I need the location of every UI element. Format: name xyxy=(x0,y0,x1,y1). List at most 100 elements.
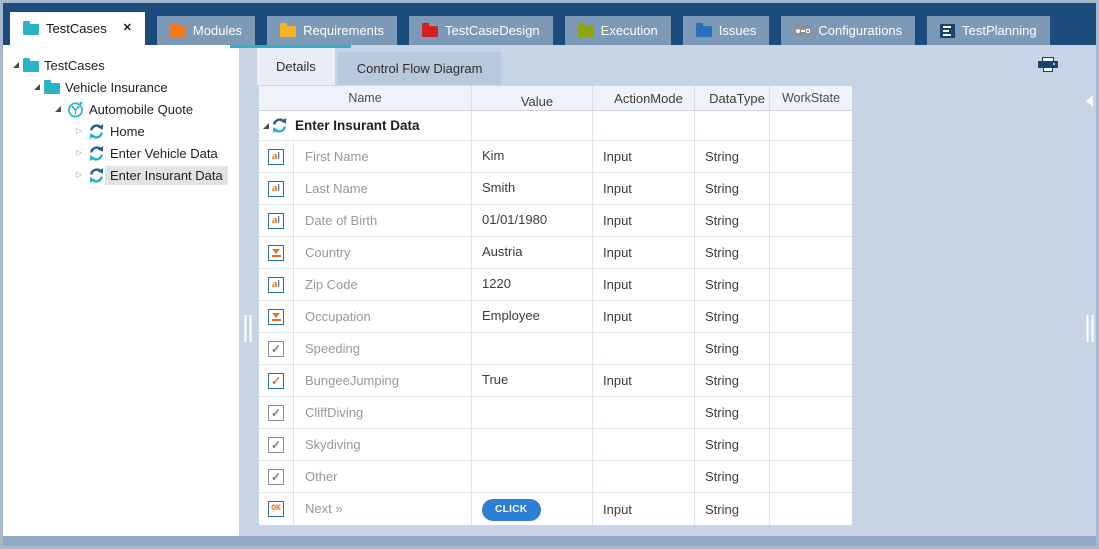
actionmode-cell[interactable]: Input xyxy=(593,269,695,300)
datatype-cell[interactable]: String xyxy=(695,461,770,492)
actionmode-cell[interactable]: Input xyxy=(593,173,695,204)
expander-expanded-icon[interactable] xyxy=(263,122,269,129)
splitter-grip-icon[interactable] xyxy=(244,315,252,342)
table-row-cliffdiving[interactable]: ✓ CliffDiving String xyxy=(259,397,852,429)
value-cell[interactable] xyxy=(472,429,593,460)
actionmode-cell[interactable] xyxy=(593,333,695,364)
click-button[interactable]: CLICK xyxy=(482,499,541,521)
expander-expanded-icon[interactable] xyxy=(34,84,40,90)
tree-item-home[interactable]: ▷ Home xyxy=(3,120,239,142)
datatype-cell[interactable]: String xyxy=(695,333,770,364)
value-cell[interactable]: 1220 xyxy=(472,269,593,300)
tab-modules[interactable]: Modules xyxy=(156,16,256,45)
workstate-cell[interactable] xyxy=(770,269,852,300)
column-header-value[interactable]: Value xyxy=(472,86,593,110)
actionmode-cell[interactable] xyxy=(593,429,695,460)
table-row-occupation[interactable]: Occupation Employee Input String xyxy=(259,301,852,333)
datatype-cell[interactable]: String xyxy=(695,141,770,172)
workstate-cell[interactable] xyxy=(770,365,852,396)
tab-testplanning[interactable]: TestPlanning xyxy=(927,16,1050,45)
left-splitter[interactable] xyxy=(239,45,257,536)
value-cell[interactable] xyxy=(472,333,593,364)
workstate-cell[interactable] xyxy=(770,141,852,172)
tab-testcases[interactable]: TestCases ✕ xyxy=(10,12,145,45)
value-cell[interactable]: Employee xyxy=(472,301,593,332)
tab-issues[interactable]: Issues xyxy=(682,16,770,45)
right-splitter[interactable] xyxy=(1084,45,1096,536)
table-row-first-name[interactable]: a I First Name Kim Input String xyxy=(259,141,852,173)
detail-tab-details[interactable]: Details xyxy=(257,48,335,85)
workstate-cell[interactable] xyxy=(770,173,852,204)
table-row-country[interactable]: Country Austria Input String xyxy=(259,237,852,269)
actionmode-cell[interactable]: Input xyxy=(593,205,695,236)
expander-collapsed-icon[interactable]: ▷ xyxy=(75,148,83,157)
expander-box[interactable]: ▷ xyxy=(72,127,86,135)
expander-box[interactable] xyxy=(30,84,44,90)
table-row-zip-code[interactable]: a I Zip Code 1220 Input String xyxy=(259,269,852,301)
table-row-last-name[interactable]: a I Last Name Smith Input String xyxy=(259,173,852,205)
close-tab-icon[interactable]: ✕ xyxy=(122,22,132,34)
collapse-panel-arrow-icon[interactable] xyxy=(1086,95,1093,107)
value-cell[interactable]: CLICK xyxy=(472,493,593,525)
value-cell[interactable]: True xyxy=(472,365,593,396)
workstate-cell[interactable] xyxy=(770,461,852,492)
table-row-other[interactable]: ✓ Other String xyxy=(259,461,852,493)
workstate-cell[interactable] xyxy=(770,205,852,236)
table-row-parent[interactable]: Enter Insurant Data xyxy=(259,111,852,141)
expander-box[interactable]: ▷ xyxy=(72,149,86,157)
datatype-cell[interactable]: String xyxy=(695,493,770,525)
splitter-grip-icon[interactable] xyxy=(1086,315,1094,342)
column-header-workstate[interactable]: WorkState xyxy=(781,91,841,105)
print-icon[interactable] xyxy=(1038,57,1058,73)
detail-tab-control-flow-diagram[interactable]: Control Flow Diagram xyxy=(337,52,502,85)
workstate-cell[interactable] xyxy=(770,301,852,332)
table-row-next-[interactable]: OK Next » CLICK Input String xyxy=(259,493,852,525)
tree-item-enter-insurant-data[interactable]: ▷ Enter Insurant Data xyxy=(3,164,239,186)
value-cell[interactable] xyxy=(472,461,593,492)
datatype-cell[interactable]: String xyxy=(695,301,770,332)
value-cell[interactable]: Austria xyxy=(472,237,593,268)
expander-box[interactable] xyxy=(9,62,23,68)
table-row-date-of-birth[interactable]: a I Date of Birth 01/01/1980 Input String xyxy=(259,205,852,237)
tree-item-testcases[interactable]: TestCases xyxy=(3,54,239,76)
actionmode-cell[interactable]: Input xyxy=(593,237,695,268)
tab-configurations[interactable]: Configurations xyxy=(781,16,916,45)
tab-testcasedesign[interactable]: TestCaseDesign xyxy=(409,16,553,45)
actionmode-cell[interactable]: Input xyxy=(593,365,695,396)
table-row-speeding[interactable]: ✓ Speeding String xyxy=(259,333,852,365)
actionmode-cell[interactable] xyxy=(593,397,695,428)
workstate-cell[interactable] xyxy=(770,237,852,268)
tree-item-vehicle-insurance[interactable]: Vehicle Insurance xyxy=(3,76,239,98)
column-header-datatype[interactable]: DataType xyxy=(695,86,770,110)
datatype-cell[interactable]: String xyxy=(695,429,770,460)
value-cell[interactable]: Kim xyxy=(472,141,593,172)
expander-collapsed-icon[interactable]: ▷ xyxy=(75,126,83,135)
expander-expanded-icon[interactable] xyxy=(55,106,61,112)
datatype-cell[interactable]: String xyxy=(695,237,770,268)
datatype-cell[interactable]: String xyxy=(695,365,770,396)
tab-execution[interactable]: Execution xyxy=(564,16,671,45)
table-row-bungeejumping[interactable]: ✓ BungeeJumping True Input String xyxy=(259,365,852,397)
actionmode-cell[interactable]: Input xyxy=(593,493,695,525)
expander-collapsed-icon[interactable]: ▷ xyxy=(75,170,83,179)
tree-item-automobile-quote[interactable]: Automobile Quote xyxy=(3,98,239,120)
actionmode-cell[interactable]: Input xyxy=(593,141,695,172)
actionmode-cell[interactable] xyxy=(593,461,695,492)
actionmode-cell[interactable]: Input xyxy=(593,301,695,332)
column-header-actionmode[interactable]: ActionMode xyxy=(593,86,695,110)
datatype-cell[interactable]: String xyxy=(695,269,770,300)
expander-box[interactable] xyxy=(51,106,65,112)
workstate-cell[interactable] xyxy=(770,333,852,364)
expander-expanded-icon[interactable] xyxy=(13,62,19,68)
workstate-cell[interactable] xyxy=(770,397,852,428)
value-cell[interactable] xyxy=(472,397,593,428)
value-cell[interactable]: Smith xyxy=(472,173,593,204)
datatype-cell[interactable]: String xyxy=(695,173,770,204)
table-row-skydiving[interactable]: ✓ Skydiving String xyxy=(259,429,852,461)
value-cell[interactable]: 01/01/1980 xyxy=(472,205,593,236)
column-header-name[interactable]: Name xyxy=(259,86,472,110)
workstate-cell[interactable] xyxy=(770,429,852,460)
tree-item-enter-vehicle-data[interactable]: ▷ Enter Vehicle Data xyxy=(3,142,239,164)
workstate-cell[interactable] xyxy=(770,493,852,525)
tab-requirements[interactable]: Requirements xyxy=(267,16,397,45)
